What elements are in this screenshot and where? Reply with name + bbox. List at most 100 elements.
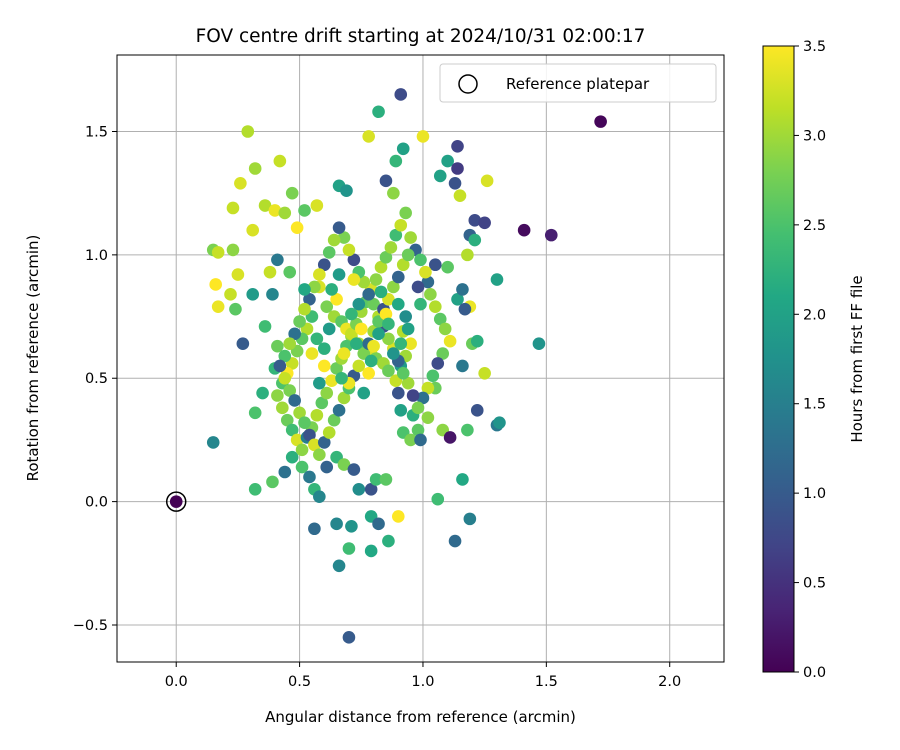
data-point xyxy=(248,162,262,175)
data-point xyxy=(298,204,311,217)
data-point xyxy=(271,389,284,402)
data-point xyxy=(421,381,435,395)
data-point xyxy=(347,273,361,286)
data-point xyxy=(382,332,395,346)
data-point xyxy=(241,125,255,138)
data-point xyxy=(401,376,415,390)
data-point xyxy=(350,337,363,350)
data-point xyxy=(401,322,415,336)
data-point xyxy=(246,288,260,301)
data-point xyxy=(320,386,334,400)
data-point xyxy=(224,288,237,301)
data-point xyxy=(288,394,301,407)
data-point xyxy=(411,423,425,437)
reference-marker xyxy=(165,491,187,512)
data-point xyxy=(433,312,447,326)
data-point xyxy=(271,339,284,353)
data-point xyxy=(391,270,405,284)
data-point xyxy=(404,231,417,244)
data-point xyxy=(310,199,324,212)
data-point xyxy=(322,426,336,439)
data-point xyxy=(414,433,427,447)
data-point xyxy=(298,283,311,296)
y-tick-label: 0.0 xyxy=(85,495,108,511)
data-point xyxy=(303,428,316,442)
data-point xyxy=(451,139,464,153)
data-point xyxy=(468,214,482,227)
data-point xyxy=(317,342,331,355)
data-point xyxy=(278,349,292,363)
data-point xyxy=(441,154,454,168)
colorbar-ticks: 0.0 0.5 1.0 1.5 2.0 2.5 3.0 3.5 xyxy=(794,39,826,681)
data-point xyxy=(411,280,425,294)
data-point xyxy=(283,384,297,397)
data-point xyxy=(280,413,294,427)
data-point xyxy=(335,371,348,385)
data-point xyxy=(468,233,482,247)
colorbar-gradient xyxy=(762,45,795,673)
data-point xyxy=(337,391,351,405)
data-point xyxy=(490,273,504,286)
y-tick-label: 1.0 xyxy=(85,248,108,264)
data-point xyxy=(399,310,412,323)
data-point xyxy=(313,490,326,503)
data-point xyxy=(429,300,442,313)
data-point xyxy=(231,268,245,281)
data-point xyxy=(387,186,400,200)
data-point xyxy=(248,406,262,420)
data-point xyxy=(369,273,383,286)
data-point xyxy=(369,473,383,486)
colorbar-tick-label: 1.0 xyxy=(803,486,826,502)
data-point xyxy=(470,334,484,348)
data-point xyxy=(493,416,506,429)
data-point xyxy=(401,248,415,262)
data-point xyxy=(419,265,432,279)
data-point xyxy=(394,218,408,232)
data-point xyxy=(226,201,240,215)
data-point xyxy=(458,302,472,316)
data-point xyxy=(394,404,408,417)
data-point xyxy=(317,359,331,373)
gridlines xyxy=(117,55,724,662)
plot-frame xyxy=(116,54,725,663)
data-point xyxy=(310,332,324,346)
data-point xyxy=(285,186,299,200)
data-point xyxy=(478,216,491,230)
legend-marker xyxy=(458,74,478,94)
colorbar-label: Hours from first FF file xyxy=(848,275,866,442)
data-point xyxy=(303,470,316,484)
data-point xyxy=(345,519,358,533)
data-point xyxy=(384,241,398,254)
data-point xyxy=(374,260,388,274)
x-axis-label: Angular distance from reference (arcmin) xyxy=(265,708,576,726)
data-point xyxy=(347,463,361,476)
data-point xyxy=(372,105,385,119)
data-point xyxy=(448,177,462,190)
data-point xyxy=(433,169,447,183)
data-point xyxy=(438,322,452,336)
legend-box xyxy=(439,63,717,103)
data-point xyxy=(421,411,435,425)
data-point xyxy=(470,404,484,417)
data-point xyxy=(396,258,410,272)
data-point xyxy=(278,371,292,385)
y-tick-label: −0.5 xyxy=(73,618,108,634)
data-point xyxy=(288,327,301,341)
data-point xyxy=(317,258,331,272)
data-point xyxy=(480,174,494,188)
data-point xyxy=(436,347,450,360)
data-point xyxy=(416,130,430,143)
data-point xyxy=(399,206,412,220)
data-point xyxy=(327,233,341,247)
data-point xyxy=(298,302,311,316)
data-point xyxy=(352,297,366,311)
colorbar-tick-label: 2.5 xyxy=(803,218,826,234)
data-point xyxy=(308,438,321,452)
data-point xyxy=(414,297,427,311)
data-point xyxy=(441,260,454,274)
colorbar-tick-label: 1.5 xyxy=(803,397,826,413)
data-point xyxy=(362,130,375,143)
data-point xyxy=(248,482,262,496)
data-point xyxy=(443,431,457,444)
data-point xyxy=(461,248,474,262)
